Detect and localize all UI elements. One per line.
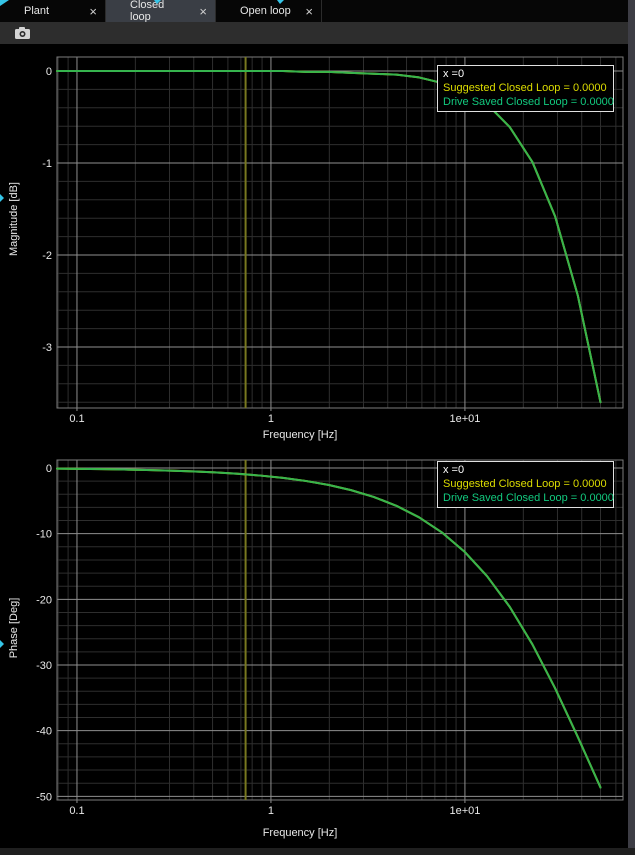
splitter-collapse-icon bbox=[0, 194, 4, 202]
camera-icon bbox=[15, 27, 30, 39]
tab-open-loop[interactable]: Open loop × bbox=[216, 0, 322, 22]
cursor-x-value: x =0 bbox=[443, 68, 465, 80]
splitter-collapse-icon bbox=[0, 640, 4, 648]
y-tick-label: 0 bbox=[46, 66, 52, 78]
x-tick-label: 1 bbox=[268, 805, 274, 817]
y-tick-label: -50 bbox=[36, 791, 52, 803]
plot-border bbox=[56, 459, 624, 801]
tab-closed-loop-close-icon[interactable]: × bbox=[199, 3, 207, 19]
tab-bar: Plant × Closed loop × Open loop × bbox=[0, 0, 635, 23]
window-edge-bottom bbox=[0, 848, 635, 855]
tab-plant[interactable]: Plant × bbox=[0, 0, 106, 22]
y-tick-label: -20 bbox=[36, 594, 52, 606]
tab-marker-icon bbox=[154, 0, 161, 4]
cursor-x-value: x =0 bbox=[443, 464, 465, 476]
tab-closed-loop-label: Closed loop bbox=[130, 0, 165, 23]
y-tick-label: -2 bbox=[42, 250, 52, 262]
cursor-tooltip-magnitude: x =0 Suggested Closed Loop = 0.0000 Driv… bbox=[437, 65, 614, 112]
plot-surface bbox=[0, 44, 635, 855]
frequency-axis-title-top: Frequency [Hz] bbox=[262, 429, 338, 441]
cursor-suggested-value: Suggested Closed Loop = 0.0000 bbox=[443, 82, 607, 94]
frequency-axis-title-bottom: Frequency [Hz] bbox=[262, 827, 338, 839]
magnitude-axis-title: Magnitude [dB] bbox=[8, 182, 20, 256]
tab-open-loop-label: Open loop bbox=[240, 5, 291, 17]
y-tick-label: -1 bbox=[42, 158, 52, 170]
tab-open-loop-close-icon[interactable]: × bbox=[305, 3, 313, 19]
y-tick-label: -30 bbox=[36, 660, 52, 672]
x-tick-label: 1e+01 bbox=[449, 805, 480, 817]
y-tick-label: -3 bbox=[42, 342, 52, 354]
plot-toolbar bbox=[0, 22, 635, 44]
window-edge-right bbox=[628, 0, 635, 848]
y-tick-label: 0 bbox=[46, 463, 52, 475]
curve-drive-saved-closed-loop bbox=[56, 467, 602, 789]
cursor-saved-value: Drive Saved Closed Loop = 0.0000 bbox=[443, 492, 614, 504]
plot-border bbox=[56, 56, 624, 409]
curve-suggested-closed-loop bbox=[56, 467, 602, 789]
x-tick-label: 0.1 bbox=[69, 805, 84, 817]
tab-marker-icon bbox=[0, 0, 9, 6]
cursor-suggested-value: Suggested Closed Loop = 0.0000 bbox=[443, 478, 607, 490]
x-tick-label: 1 bbox=[268, 413, 274, 425]
x-tick-label: 1e+01 bbox=[449, 413, 480, 425]
tab-marker-icon bbox=[277, 0, 284, 4]
x-tick-label: 0.1 bbox=[69, 413, 84, 425]
camera-snapshot-button[interactable] bbox=[12, 24, 34, 42]
cursor-tooltip-phase: x =0 Suggested Closed Loop = 0.0000 Driv… bbox=[437, 461, 614, 508]
curve-drive-saved-closed-loop bbox=[56, 69, 602, 404]
tab-plant-label: Plant bbox=[24, 5, 50, 17]
tab-closed-loop[interactable]: Closed loop × bbox=[106, 0, 216, 23]
tab-plant-close-icon[interactable]: × bbox=[89, 3, 97, 19]
cursor-saved-value: Drive Saved Closed Loop = 0.0000 bbox=[443, 96, 614, 108]
y-tick-label: -10 bbox=[36, 529, 52, 541]
phase-axis-title: Phase [Deg] bbox=[8, 597, 20, 659]
y-tick-label: -40 bbox=[36, 726, 52, 738]
